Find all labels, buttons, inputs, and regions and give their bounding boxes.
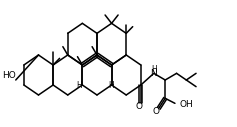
Text: HO: HO <box>2 70 16 80</box>
Text: H: H <box>109 81 114 90</box>
Text: H: H <box>76 81 82 90</box>
Text: O: O <box>153 107 160 116</box>
Text: O: O <box>135 102 142 111</box>
Text: H: H <box>151 65 157 74</box>
Text: OH: OH <box>180 100 194 109</box>
Text: N: N <box>150 69 157 78</box>
